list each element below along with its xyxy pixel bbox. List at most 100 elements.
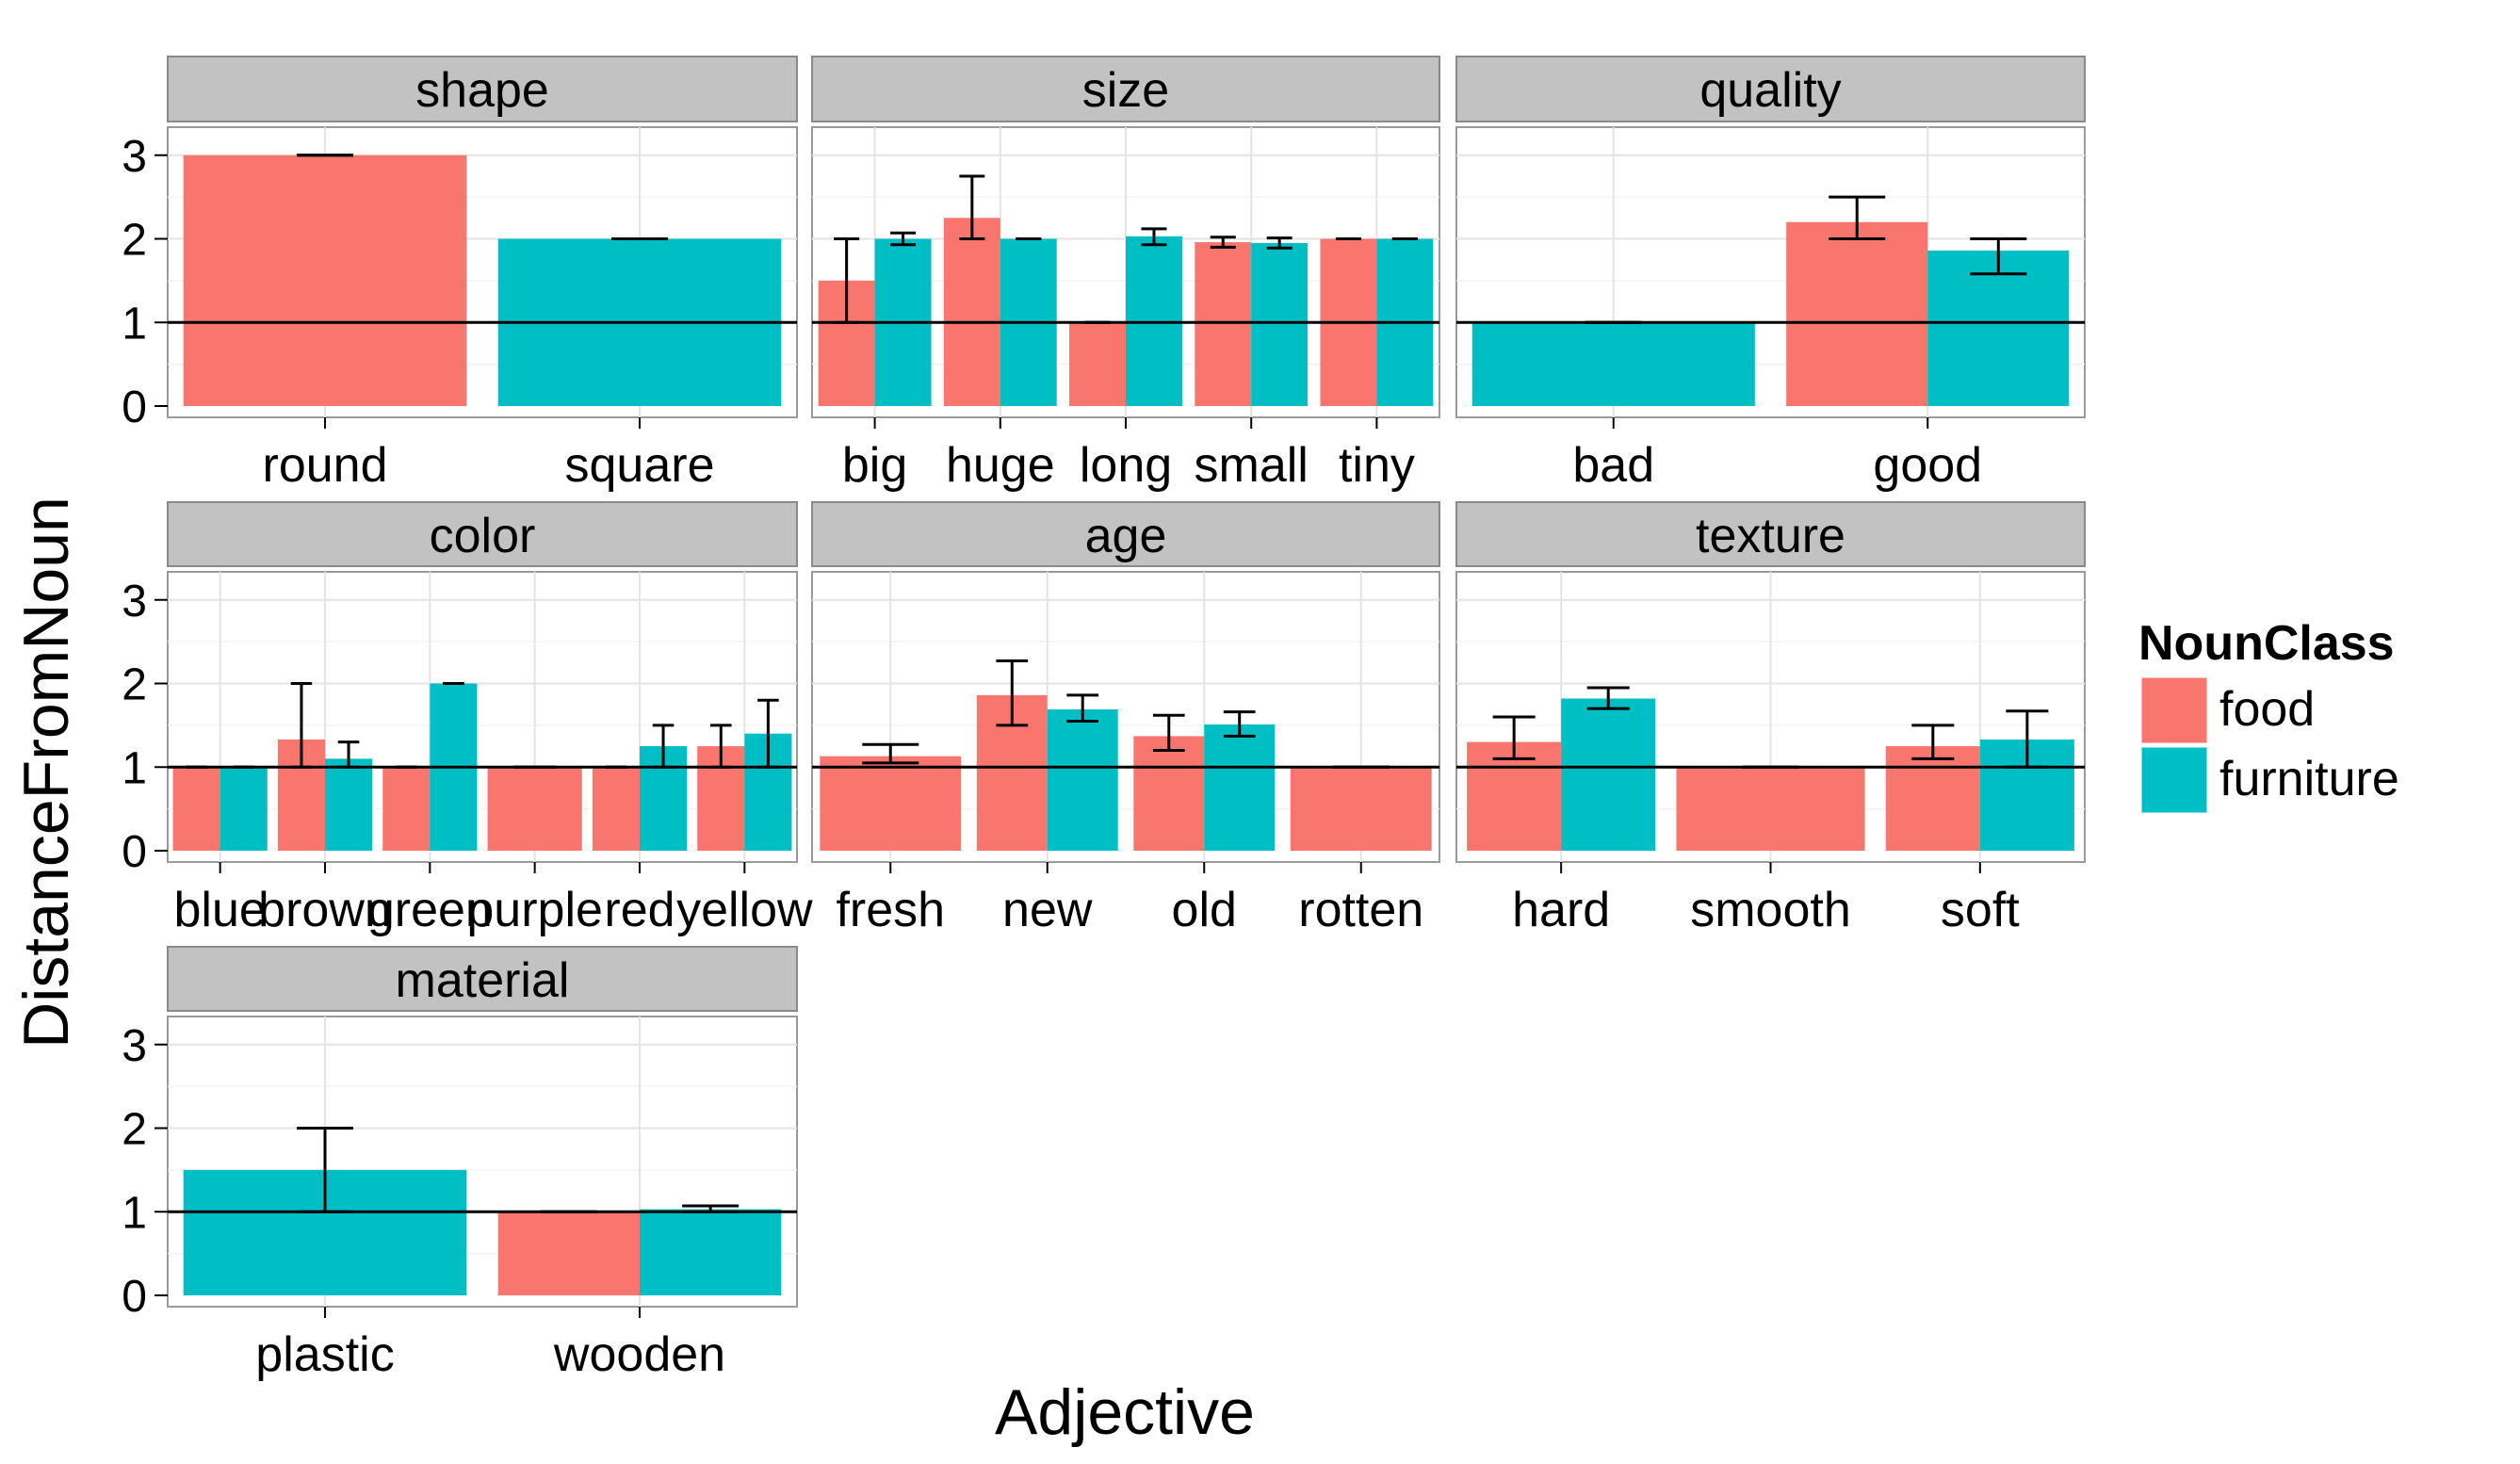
x-tick-label: plastic [255, 1327, 394, 1382]
x-tick-label: new [1002, 883, 1093, 937]
y-tick-label: 3 [122, 1021, 147, 1071]
facet-strip [1455, 56, 2086, 122]
error-bar-furniture-small [1266, 236, 1293, 250]
bar-furniture-bad [1471, 322, 1755, 406]
facet-strip [167, 501, 798, 567]
error-bar-food-brown [290, 682, 313, 769]
x-tick-label: round [263, 438, 388, 493]
x-tick-label: big [842, 438, 907, 493]
error-bar-furniture-plastic [297, 1127, 353, 1213]
bar-food-soft [1885, 746, 1980, 851]
error-bar-furniture-hard [1586, 686, 1630, 710]
bar-food-green [382, 767, 431, 851]
x-tick-label: small [1195, 438, 1309, 493]
facet-strip [167, 56, 798, 122]
y-tick-label: 2 [122, 1105, 147, 1155]
x-tick-label: rotten [1298, 883, 1423, 937]
bar-food-round [183, 155, 467, 406]
error-bar-food-hard [1492, 715, 1536, 760]
bar-furniture-good [1927, 250, 2070, 406]
x-axis-title: Adjective [995, 1376, 1255, 1448]
facet-panel-size: size big huge long small tiny [811, 56, 1440, 493]
error-bar-furniture-big [890, 231, 917, 247]
x-tick-label: square [565, 438, 715, 493]
legend-key-furniture [2138, 744, 2210, 816]
y-tick-label: 1 [122, 299, 147, 349]
error-bar-furniture-old [1223, 710, 1256, 738]
error-bar-food-old [1152, 713, 1185, 752]
error-bar-furniture-new [1066, 693, 1099, 723]
bar-food-wooden [497, 1212, 640, 1295]
facet-panel-age: age fresh new old rotten [811, 501, 1440, 937]
error-bar-food-small [1210, 236, 1236, 249]
bar-furniture-small [1251, 242, 1309, 406]
facet-title: material [396, 953, 570, 1008]
y-tick-label: 3 [122, 132, 147, 182]
bar-food-red [592, 767, 640, 851]
error-bar-food-yellow [710, 724, 732, 769]
error-bar-furniture-brown [337, 740, 360, 769]
bar-furniture-old [1204, 724, 1276, 851]
facet-strip [811, 56, 1440, 122]
x-tick-label: tiny [1339, 438, 1415, 493]
bar-food-good [1786, 221, 1928, 406]
x-tick-label: long [1080, 438, 1172, 493]
legend-keys: food furniture [2138, 675, 2399, 816]
x-tick-label: bad [1572, 438, 1654, 493]
y-axis-title: DistanceFromNoun [10, 496, 82, 1049]
y-tick-label: 1 [122, 1188, 147, 1238]
facet-title: size [1082, 63, 1169, 118]
facet-strip [1455, 501, 2086, 567]
bar-food-huge [943, 218, 1000, 406]
x-tick-label: soft [1941, 883, 2020, 937]
error-bar-furniture-red [652, 724, 675, 769]
y-tick-label: 0 [122, 827, 147, 877]
error-bar-furniture-good [1970, 237, 2027, 276]
facet-strip [167, 946, 798, 1012]
error-bar-food-new [996, 659, 1029, 727]
y-tick-label: 3 [122, 577, 147, 626]
error-bar-furniture-wooden [682, 1204, 740, 1213]
bar-food-old [1133, 736, 1205, 851]
facet-title: shape [415, 63, 549, 118]
x-tick-label: old [1172, 883, 1237, 937]
facet-title: color [430, 509, 536, 563]
facet-panel-shape: shape 0 1 2 3 round square [122, 56, 798, 493]
error-bar-food-fresh [862, 742, 919, 765]
facet-panel-texture: texture hard smooth soft [1455, 501, 2086, 937]
error-bar-food-big [834, 237, 860, 324]
legend-title: NounClass [2138, 616, 2395, 671]
x-tick-label: blue [174, 883, 267, 937]
legend-label-furniture: furniture [2219, 752, 2399, 806]
bar-food-purple [487, 767, 582, 851]
x-tick-label: yellow [676, 883, 813, 937]
x-tick-label: huge [946, 438, 1055, 493]
facet-title: age [1085, 509, 1167, 563]
x-tick-label: good [1873, 438, 1982, 493]
x-tick-label: smooth [1690, 883, 1851, 937]
x-tick-label: green [367, 883, 493, 937]
error-bar-food-good [1829, 195, 1886, 240]
bar-furniture-wooden [640, 1209, 782, 1295]
legend-key-food [2138, 675, 2210, 746]
bar-food-fresh [820, 756, 962, 851]
facet-panel-quality: quality bad good [1455, 56, 2086, 493]
y-tick-label: 2 [122, 216, 147, 266]
error-bar-furniture-long [1141, 227, 1167, 247]
bar-food-rotten [1290, 767, 1432, 851]
y-tick-label: 0 [122, 382, 147, 432]
x-tick-label: hard [1512, 883, 1610, 937]
x-tick-label: wooden [553, 1327, 725, 1382]
bar-furniture-brown [325, 758, 373, 851]
facet-panel-material: material 0 1 2 3 plastic wooden [122, 946, 798, 1382]
bar-food-small [1195, 242, 1252, 406]
panel-background [167, 571, 798, 863]
bar-food-blue [172, 767, 220, 851]
facet-title: quality [1699, 63, 1841, 118]
bar-food-smooth [1676, 767, 1865, 851]
x-tick-label: purple [466, 883, 603, 937]
y-tick-label: 2 [122, 660, 147, 710]
y-tick-label: 1 [122, 743, 147, 793]
